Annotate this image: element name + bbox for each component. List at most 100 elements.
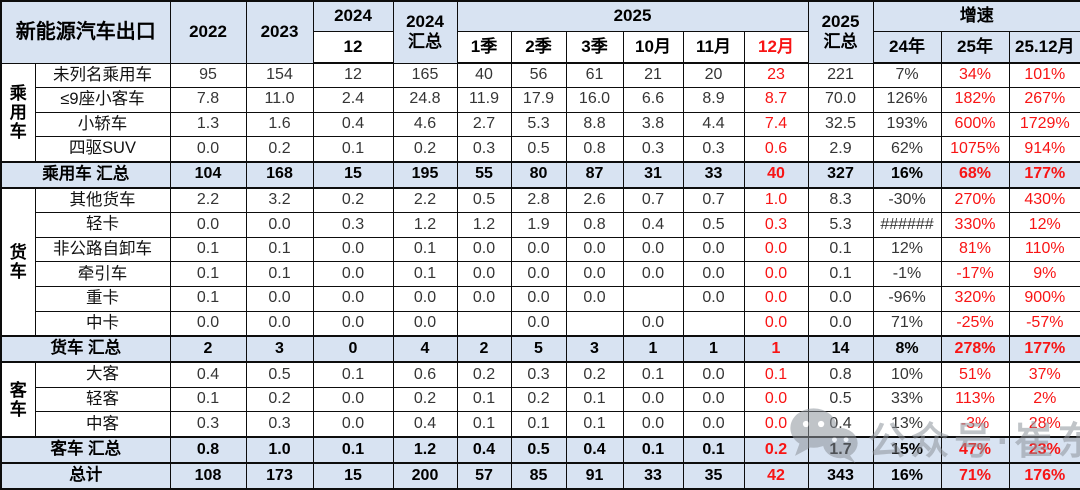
value-cell: 8.3 bbox=[807, 187, 874, 214]
value-cell: 0.8 bbox=[169, 436, 247, 464]
value-cell: 0.5 bbox=[456, 187, 512, 214]
row-label: 非公路自卸车 bbox=[34, 236, 171, 263]
value-cell: 12% bbox=[872, 236, 942, 263]
value-cell: 1.3 bbox=[169, 111, 247, 138]
value-cell: 1.2 bbox=[392, 212, 458, 238]
value-cell: 56 bbox=[510, 62, 567, 89]
value-cell: 1.6 bbox=[245, 111, 314, 138]
value-cell: 33 bbox=[622, 461, 684, 490]
value-cell: 0.2 bbox=[456, 361, 512, 388]
column-group-2025: 2025 bbox=[456, 0, 809, 32]
column-group-growth: 增速 bbox=[872, 0, 1080, 32]
value-cell: 2.4 bbox=[312, 87, 394, 113]
row-label: 大客 bbox=[34, 361, 171, 388]
value-cell: 3 bbox=[245, 335, 314, 364]
value-cell: 4.4 bbox=[682, 111, 745, 138]
value-cell: 0.4 bbox=[565, 436, 624, 464]
value-cell: 0.3 bbox=[456, 136, 512, 163]
value-cell: 85 bbox=[510, 461, 567, 490]
value-cell: 270% bbox=[940, 187, 1010, 214]
value-cell: 0.0 bbox=[682, 285, 745, 312]
value-cell: 0.5 bbox=[510, 436, 567, 464]
column-header-oct: 10月 bbox=[622, 30, 684, 64]
value-cell bbox=[456, 310, 512, 337]
value-cell: 108 bbox=[169, 461, 247, 490]
row-label: 四驱SUV bbox=[34, 136, 171, 163]
table-row: 中客 0.3 0.3 0.0 0.4 0.1 0.1 0.1 0.0 0.0 0.0 0.4 13% -3… bbox=[1, 411, 1080, 438]
value-cell: 0.4 bbox=[169, 361, 247, 388]
value-cell: 327 bbox=[807, 160, 874, 189]
value-cell: -17% bbox=[940, 261, 1010, 287]
value-cell: 168 bbox=[245, 160, 314, 189]
value-cell: 21 bbox=[622, 62, 684, 89]
table-row: 乘 用 车未列名乘用车 95 154 12 165 40 56 61 21 20 23 221 7% 34… bbox=[0, 62, 1080, 163]
value-cell: 16.0 bbox=[565, 87, 624, 113]
value-cell: 31 bbox=[622, 160, 684, 189]
value-cell: -1% bbox=[872, 261, 942, 287]
value-cell: 1 bbox=[682, 335, 745, 364]
value-cell: 0.0 bbox=[312, 310, 394, 337]
table-row: 轻卡 0.0 0.0 0.3 1.2 1.2 1.9 0.8 0.4 0.5 0.3 5.3 #####… bbox=[1, 212, 1080, 238]
value-cell bbox=[565, 310, 624, 337]
value-cell: 0.0 bbox=[682, 386, 745, 413]
value-cell: 1075% bbox=[940, 136, 1010, 163]
summary-row: 乘用车 汇总 104 168 15 195 55 80 87 31 33 40 327 16% 68% 17… bbox=[0, 160, 1080, 189]
row-label: 轻客 bbox=[34, 386, 171, 413]
value-cell: 0.0 bbox=[392, 285, 458, 312]
value-cell: 1 bbox=[743, 335, 809, 364]
value-cell: 10% bbox=[872, 361, 942, 388]
column-header-2025-total-line2: 汇总 bbox=[823, 32, 858, 52]
value-cell: 267% bbox=[1008, 87, 1080, 113]
value-cell: 0.4 bbox=[622, 212, 684, 238]
value-cell: 0.0 bbox=[312, 261, 394, 287]
value-cell: 0.0 bbox=[743, 310, 809, 337]
value-cell: 12% bbox=[1008, 212, 1080, 238]
value-cell: 1.0 bbox=[245, 436, 314, 464]
value-cell: 0.1 bbox=[169, 236, 247, 263]
column-header-nov: 11月 bbox=[682, 30, 745, 64]
value-cell: 195 bbox=[392, 160, 458, 189]
value-cell: 8% bbox=[872, 335, 942, 364]
value-cell: 176% bbox=[1008, 461, 1080, 490]
value-cell: 4.6 bbox=[392, 111, 458, 138]
value-cell: 0.1 bbox=[456, 386, 512, 413]
value-cell: 221 bbox=[807, 62, 874, 89]
value-cell: 0.0 bbox=[743, 411, 809, 438]
row-label: 货车 汇总 bbox=[0, 335, 171, 364]
value-cell: 0.0 bbox=[510, 261, 567, 287]
value-cell: 20 bbox=[682, 62, 745, 89]
value-cell: 0.8 bbox=[565, 212, 624, 238]
table-row: 四驱SUV 0.0 0.2 0.1 0.2 0.3 0.5 0.8 0.3 0.3 0.6 2.9 62… bbox=[1, 136, 1080, 163]
value-cell: 32.5 bbox=[807, 111, 874, 138]
value-cell: 0.0 bbox=[622, 310, 684, 337]
value-cell: 0.0 bbox=[169, 310, 247, 337]
value-cell: 2.7 bbox=[456, 111, 512, 138]
value-cell: 0.1 bbox=[622, 361, 684, 388]
value-cell: 8.7 bbox=[743, 87, 809, 113]
row-group-label: 客 车 bbox=[0, 361, 36, 438]
row-label: 中卡 bbox=[34, 310, 171, 337]
value-cell: 430% bbox=[1008, 187, 1080, 214]
value-cell: 0.0 bbox=[565, 261, 624, 287]
value-cell: 57 bbox=[456, 461, 512, 490]
value-cell: 1.0 bbox=[743, 187, 809, 214]
value-cell: 13% bbox=[872, 411, 942, 438]
value-cell: 24.8 bbox=[392, 87, 458, 113]
value-cell: 6.6 bbox=[622, 87, 684, 113]
value-cell: 15% bbox=[872, 436, 942, 464]
value-cell: 0.0 bbox=[743, 386, 809, 413]
value-cell: ###### bbox=[872, 212, 942, 238]
value-cell: 1729% bbox=[1008, 111, 1080, 138]
value-cell: 0.0 bbox=[456, 285, 512, 312]
value-cell: 62% bbox=[872, 136, 942, 163]
value-cell: 0.1 bbox=[245, 261, 314, 287]
value-cell: 23 bbox=[743, 62, 809, 89]
value-cell: 3.8 bbox=[622, 111, 684, 138]
value-cell: 0.0 bbox=[510, 236, 567, 263]
row-label: 未列名乘用车 bbox=[34, 62, 171, 89]
value-cell: 15 bbox=[312, 160, 394, 189]
value-cell: -3% bbox=[940, 411, 1010, 438]
value-cell: 1.2 bbox=[456, 212, 512, 238]
value-cell: 2.2 bbox=[169, 187, 247, 214]
